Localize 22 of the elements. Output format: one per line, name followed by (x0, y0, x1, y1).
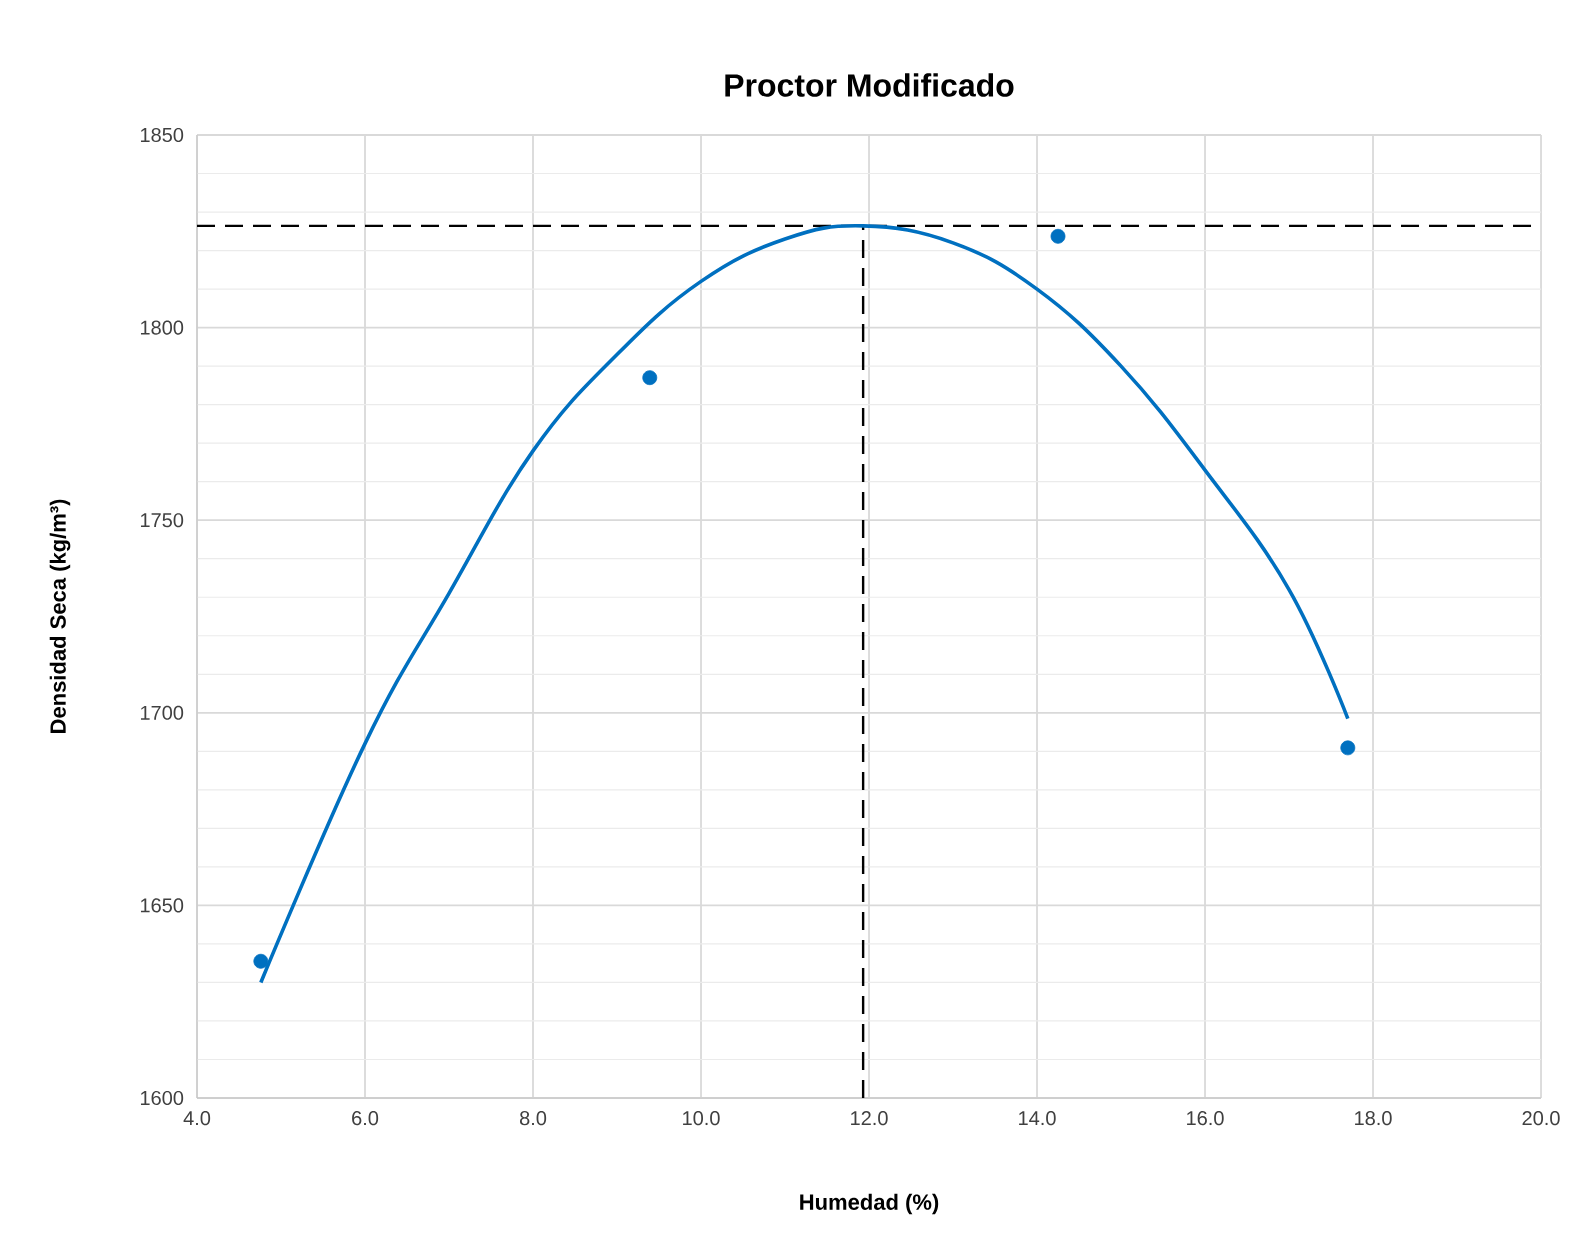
x-tick-label: 6.0 (352, 1111, 379, 1126)
x-tick-label: 4.0 (183, 1111, 211, 1126)
point (1340, 740, 1356, 756)
x-tick-label: 12.0 (851, 1111, 888, 1126)
x-tick-label: 18.0 (1355, 1111, 1392, 1126)
point (1050, 228, 1066, 244)
x-tick-label: 16.0 (1187, 1111, 1224, 1126)
x-tick-label: 8.0 (519, 1111, 547, 1126)
y-tick-label: 1700 (140, 705, 184, 720)
x-tick-label: 14.0 (1019, 1111, 1056, 1126)
y-tick-label: 1650 (140, 898, 184, 913)
y-tick-label: 1850 (140, 127, 184, 143)
point (253, 953, 269, 969)
x-tick-label: 10.0 (683, 1111, 720, 1126)
y-tick-label: 1800 (140, 320, 184, 335)
x-axis-title: Humedad (%) (800, 1193, 939, 1215)
chart-title: Proctor Modificado (725, 73, 1014, 97)
x-tick-label: 20.0 (1522, 1111, 1560, 1126)
y-tick-label: 1750 (140, 513, 184, 528)
y-axis-title: Densidad Seca (kg/m³) (49, 499, 71, 733)
y-tick-label: 1600 (140, 1090, 184, 1106)
point (642, 370, 658, 386)
